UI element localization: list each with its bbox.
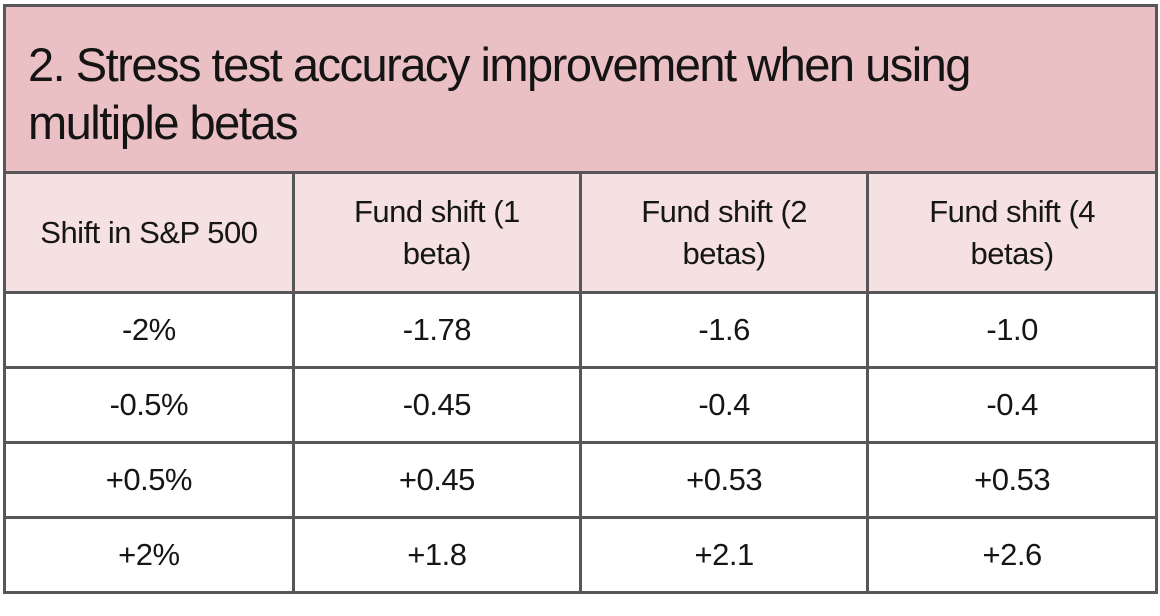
table-row: -0.5% -0.45 -0.4 -0.4	[6, 366, 1155, 444]
stress-test-table: Shift in S&P 500 Fund shift (1 beta) Fun…	[6, 174, 1155, 591]
table-body: -2% -1.78 -1.6 -1.0 -0.5% -0.45 -0.4 -0.…	[6, 291, 1155, 591]
cell-1beta: -1.78	[291, 291, 583, 369]
cell-2betas: -1.6	[578, 291, 870, 369]
figure-title: 2. Stress test accuracy improvement when…	[6, 7, 1155, 174]
table-row: +0.5% +0.45 +0.53 +0.53	[6, 441, 1155, 519]
cell-1beta: +1.8	[291, 516, 583, 591]
cell-4betas: -0.4	[866, 366, 1155, 444]
cell-2betas: +0.53	[578, 441, 870, 519]
cell-4betas: -1.0	[866, 291, 1155, 369]
cell-1beta: -0.45	[291, 366, 583, 444]
header-cell-shift-sp500: Shift in S&P 500	[6, 174, 295, 294]
cell-shift: -0.5%	[6, 366, 295, 444]
cell-2betas: -0.4	[578, 366, 870, 444]
cell-shift: +0.5%	[6, 441, 295, 519]
header-cell-fund-4-betas: Fund shift (4 betas)	[866, 174, 1155, 294]
cell-shift: -2%	[6, 291, 295, 369]
cell-4betas: +2.6	[866, 516, 1155, 591]
header-cell-fund-1-beta: Fund shift (1 beta)	[291, 174, 583, 294]
stress-test-figure: 2. Stress test accuracy improvement when…	[3, 4, 1158, 594]
table-row: +2% +1.8 +2.1 +2.6	[6, 516, 1155, 591]
table-header: Shift in S&P 500 Fund shift (1 beta) Fun…	[6, 174, 1155, 294]
table-row: -2% -1.78 -1.6 -1.0	[6, 291, 1155, 369]
header-cell-fund-2-betas: Fund shift (2 betas)	[578, 174, 870, 294]
cell-4betas: +0.53	[866, 441, 1155, 519]
cell-1beta: +0.45	[291, 441, 583, 519]
header-row: Shift in S&P 500 Fund shift (1 beta) Fun…	[6, 174, 1155, 294]
cell-shift: +2%	[6, 516, 295, 591]
cell-2betas: +2.1	[578, 516, 870, 591]
